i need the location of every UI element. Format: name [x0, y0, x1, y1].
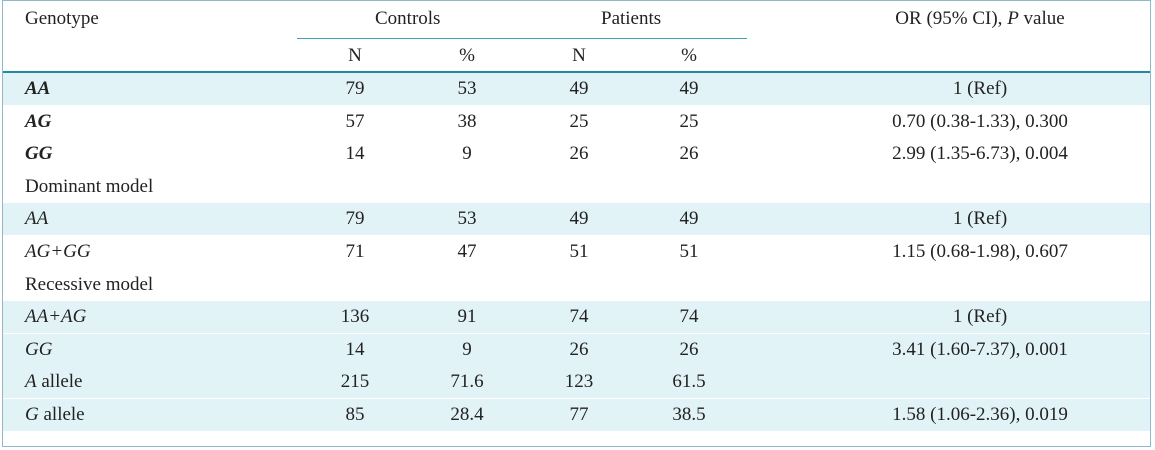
controls-n-cell: 79	[345, 78, 365, 99]
or-ci-p-cell: 1 (Ref)	[952, 78, 1008, 99]
genotype-suffix: allele	[36, 371, 83, 393]
genotype-suffix: allele	[38, 404, 85, 425]
table-row: AA 79 53 49 49 1 (Ref)	[3, 203, 1150, 236]
header-or-p: P	[1007, 8, 1019, 29]
header-controls: Controls	[375, 8, 441, 29]
genotype-code: GG	[25, 338, 53, 360]
table-row: AA 79 53 49 49 1 (Ref)	[3, 73, 1150, 105]
controls-pct-cell: 53	[457, 78, 477, 99]
genotype-label: GG	[25, 334, 52, 366]
table-header: Genotype Controls Patients OR (95% CI), …	[3, 1, 1150, 71]
table-row: AG 57 38 25 25 0.70 (0.38-1.33), 0.300	[3, 106, 1150, 138]
controls-n-cell: 57	[345, 110, 365, 132]
header-or-suffix: value	[1023, 8, 1065, 29]
controls-pct-cell: 71.6	[450, 371, 484, 393]
genotype-code: AA	[25, 208, 49, 230]
header-patients: Patients	[601, 8, 662, 29]
or-ci-p-cell: 2.99 (1.35-6.73), 0.004	[892, 143, 1068, 165]
genotype-label: GG	[25, 138, 52, 170]
controls-pct-cell: 9	[462, 338, 472, 360]
patients-pct-cell: 38.5	[672, 404, 706, 425]
genotype-code: A	[25, 371, 37, 393]
controls-pct-cell: 9	[462, 143, 472, 165]
header-subrule	[297, 38, 747, 39]
controls-n-cell: 85	[345, 404, 365, 425]
patients-n-cell: 26	[569, 143, 589, 165]
table-row: G allele 85 28.4 77 38.5 1.58 (1.06-2.36), 0.…	[3, 399, 1150, 431]
genotype-label: AA	[25, 203, 48, 235]
patients-n-cell: 51	[569, 241, 589, 262]
patients-n-cell: 26	[569, 338, 589, 360]
patients-pct-cell: 49	[679, 208, 699, 230]
genotype-label: AG+GG	[25, 236, 91, 268]
or-ci-p-cell: 0.70 (0.38-1.33), 0.300	[892, 110, 1068, 132]
controls-pct-cell: 47	[457, 241, 477, 262]
patients-n-cell: 49	[569, 208, 589, 230]
controls-pct-cell: 38	[457, 110, 477, 132]
header-patients-n: N	[572, 45, 586, 66]
genotype-code: AG+GG	[25, 241, 91, 262]
header-or: OR (95% CI), P value	[845, 8, 1115, 30]
genotype-label: G allele	[25, 399, 85, 431]
or-ci-p-cell: 3.41 (1.60-7.37), 0.001	[892, 338, 1068, 360]
controls-n-cell: 14	[345, 338, 365, 360]
patients-n-cell: 25	[569, 110, 589, 132]
table-row: A allele 215 71.6 123 61.5	[3, 366, 1150, 399]
patients-pct-cell: 26	[679, 143, 699, 165]
patients-n-cell: 74	[569, 306, 589, 328]
header-genotype: Genotype	[25, 8, 99, 29]
controls-pct-cell: 53	[457, 208, 477, 230]
table-row: AA+AG 136 91 74 74 1 (Ref)	[3, 301, 1150, 334]
patients-pct-cell: 25	[679, 110, 699, 132]
controls-n-cell: 14	[345, 143, 365, 165]
genotype-label: AA+AG	[25, 301, 86, 333]
table-row: GG 14 9 26 26 3.41 (1.60-7.37), 0.001	[3, 333, 1150, 366]
patients-pct-cell: 61.5	[672, 371, 706, 393]
or-ci-p-cell: 1.58 (1.06-2.36), 0.019	[892, 404, 1068, 425]
controls-n-cell: 71	[345, 241, 365, 262]
patients-pct-cell: 74	[679, 306, 699, 328]
or-ci-p-cell: 1 (Ref)	[952, 306, 1008, 328]
or-ci-p-cell: 1.15 (0.68-1.98), 0.607	[892, 241, 1068, 262]
patients-pct-cell: 49	[679, 78, 699, 99]
genotype-code: AA+AG	[25, 306, 87, 328]
patients-n-cell: 49	[569, 78, 589, 99]
genotype-code: GG	[25, 143, 53, 165]
header-controls-pct: %	[459, 45, 475, 66]
section-label: Recessive model	[25, 273, 154, 295]
controls-pct-cell: 91	[457, 306, 477, 328]
section-label: Dominant model	[25, 175, 154, 197]
patients-n-cell: 77	[569, 404, 589, 425]
table-row: GG 14 9 26 26 2.99 (1.35-6.73), 0.004	[3, 138, 1150, 170]
patients-n-cell: 123	[564, 371, 594, 393]
table-row: AG+GG 71 47 51 51 1.15 (0.68-1.98), 0.607	[3, 236, 1150, 268]
header-or-prefix: OR (95% CI),	[895, 8, 1003, 29]
controls-n-cell: 79	[345, 208, 365, 230]
header-controls-n: N	[348, 45, 362, 66]
genotype-code: AA	[25, 78, 51, 99]
controls-pct-cell: 28.4	[450, 404, 484, 425]
controls-n-cell: 215	[340, 371, 370, 393]
patients-pct-cell: 51	[679, 241, 699, 262]
header-patients-pct: %	[681, 45, 697, 66]
genotype-label: A allele	[25, 366, 83, 398]
header-rule	[3, 71, 1150, 73]
controls-n-cell: 136	[340, 306, 370, 328]
genotype-label: AG	[25, 106, 51, 138]
genotype-code: G	[25, 404, 39, 425]
or-ci-p-cell: 1 (Ref)	[952, 208, 1008, 230]
genotype-code: AG	[25, 110, 52, 132]
patients-pct-cell: 26	[679, 338, 699, 360]
genotype-label: AA	[25, 73, 50, 105]
section-row: Recessive model	[3, 269, 1150, 301]
section-row: Dominant model	[3, 171, 1150, 203]
